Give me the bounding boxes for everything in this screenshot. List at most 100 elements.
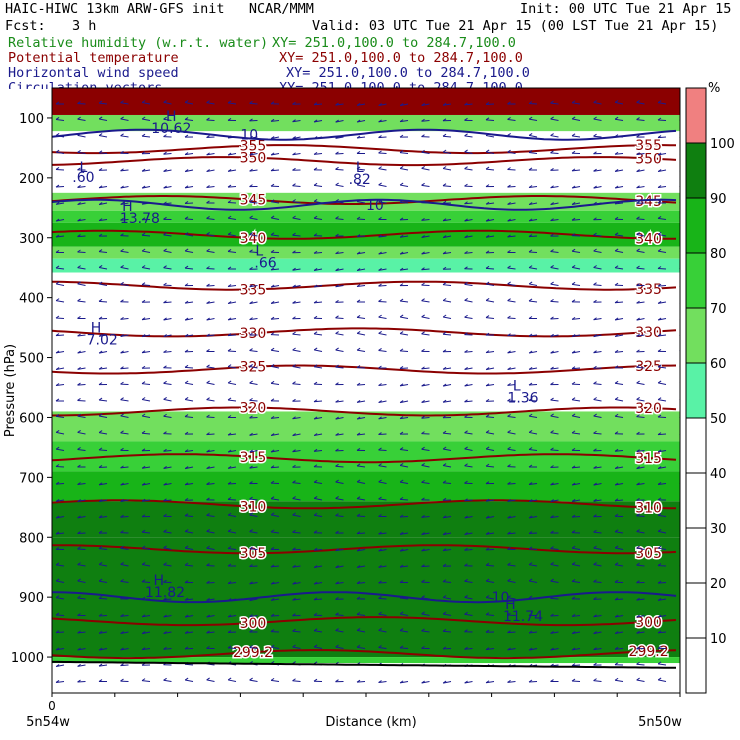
vector-head <box>55 333 60 337</box>
vector-shaft <box>335 268 344 272</box>
vector-shaft <box>657 136 667 139</box>
vector-shaft <box>271 382 280 385</box>
vector-shaft <box>227 334 237 337</box>
vector-head <box>464 367 468 370</box>
vector-shaft <box>507 267 516 270</box>
vector-head <box>356 531 361 535</box>
theta-label-320-0: 320 <box>240 401 267 417</box>
vector-head <box>77 101 81 104</box>
vector-head <box>485 367 490 371</box>
init-time: Init: 00 UTC Tue 21 Apr 15 <box>520 1 732 17</box>
y-tick-label-1000: 1000 <box>11 651 44 666</box>
vector-head <box>614 134 619 138</box>
vector-shaft <box>163 547 172 550</box>
vector-shaft <box>77 431 86 435</box>
vector-shaft <box>313 549 323 551</box>
vector-head <box>356 581 361 584</box>
vector-shaft <box>55 631 65 634</box>
vector-shaft <box>56 134 65 138</box>
vector-shaft <box>77 118 86 121</box>
vector-shaft <box>314 184 323 187</box>
vector-head <box>98 116 103 120</box>
vector-shaft <box>98 449 108 451</box>
extremum-label-15: 11.82 <box>145 585 185 601</box>
vector-head <box>593 579 597 583</box>
vector-head <box>98 249 103 252</box>
vector-head <box>378 432 382 435</box>
extremum-label-10: H <box>91 320 102 336</box>
x-start-location: 5n54w <box>26 715 70 730</box>
vector-shaft <box>464 202 473 205</box>
vector-shaft <box>357 136 366 139</box>
vector-head <box>184 169 189 172</box>
vector-shaft <box>314 481 323 484</box>
vector-shaft <box>335 252 344 255</box>
vector-shaft <box>314 565 323 568</box>
vector-head <box>313 268 318 271</box>
vector-shaft <box>615 531 624 534</box>
vector-shaft <box>313 301 323 304</box>
vector-shaft <box>378 549 387 552</box>
vector-shaft <box>658 547 667 550</box>
vector-head <box>356 268 361 271</box>
vector-head <box>464 515 468 519</box>
vector-head <box>120 578 124 582</box>
vector-shaft <box>550 367 559 370</box>
vector-head <box>55 265 60 269</box>
vector-head <box>399 217 404 221</box>
rh-band-3 <box>52 210 680 223</box>
vector-head <box>507 167 511 170</box>
vector-head <box>335 463 339 467</box>
vector-head <box>464 149 468 153</box>
vector-head <box>55 117 60 120</box>
vector-head <box>163 597 167 601</box>
vector-head <box>356 382 361 386</box>
vector-head <box>528 350 533 354</box>
vector-head <box>485 562 490 566</box>
vector-shaft <box>270 318 280 320</box>
vector-head <box>507 446 511 450</box>
vector-head <box>77 234 81 238</box>
vector-shaft <box>658 466 667 470</box>
vector-head <box>421 314 425 318</box>
vector-shaft <box>593 564 602 567</box>
vector-shaft <box>357 417 366 420</box>
vector-head <box>356 151 361 154</box>
vector-head <box>356 463 361 467</box>
vector-head <box>421 200 425 204</box>
vector-shaft <box>550 152 559 154</box>
vector-shaft <box>185 169 194 173</box>
vector-shaft <box>206 186 215 189</box>
vector-shaft <box>357 103 366 106</box>
vector-head <box>636 414 640 418</box>
vector-shaft <box>99 367 108 370</box>
vector-shaft <box>184 366 194 369</box>
vector-head <box>206 598 210 601</box>
theta-label-320-1: 320 <box>635 401 662 417</box>
vector-shaft <box>615 334 624 338</box>
vector-head <box>528 398 533 401</box>
vector-shaft <box>56 267 65 270</box>
vector-shaft <box>421 532 430 536</box>
vector-shaft <box>56 564 65 567</box>
vector-head <box>614 151 619 155</box>
vector-shaft <box>507 300 516 303</box>
vector-shaft <box>184 218 194 220</box>
vector-shaft <box>442 333 452 336</box>
vector-shaft <box>593 250 602 253</box>
vector-shaft <box>270 615 280 617</box>
vector-shaft <box>658 679 667 682</box>
vector-head <box>55 515 60 519</box>
vector-shaft <box>442 135 452 138</box>
vector-head <box>378 416 382 420</box>
vector-head <box>292 398 296 402</box>
vector-shaft <box>99 483 108 486</box>
vector-shaft <box>378 184 387 187</box>
vector-shaft <box>335 465 344 468</box>
vector-head <box>636 117 640 120</box>
vector-head <box>442 628 447 632</box>
vector-shaft <box>550 300 559 303</box>
vector-shaft <box>142 118 151 121</box>
vector-shaft <box>614 648 624 650</box>
